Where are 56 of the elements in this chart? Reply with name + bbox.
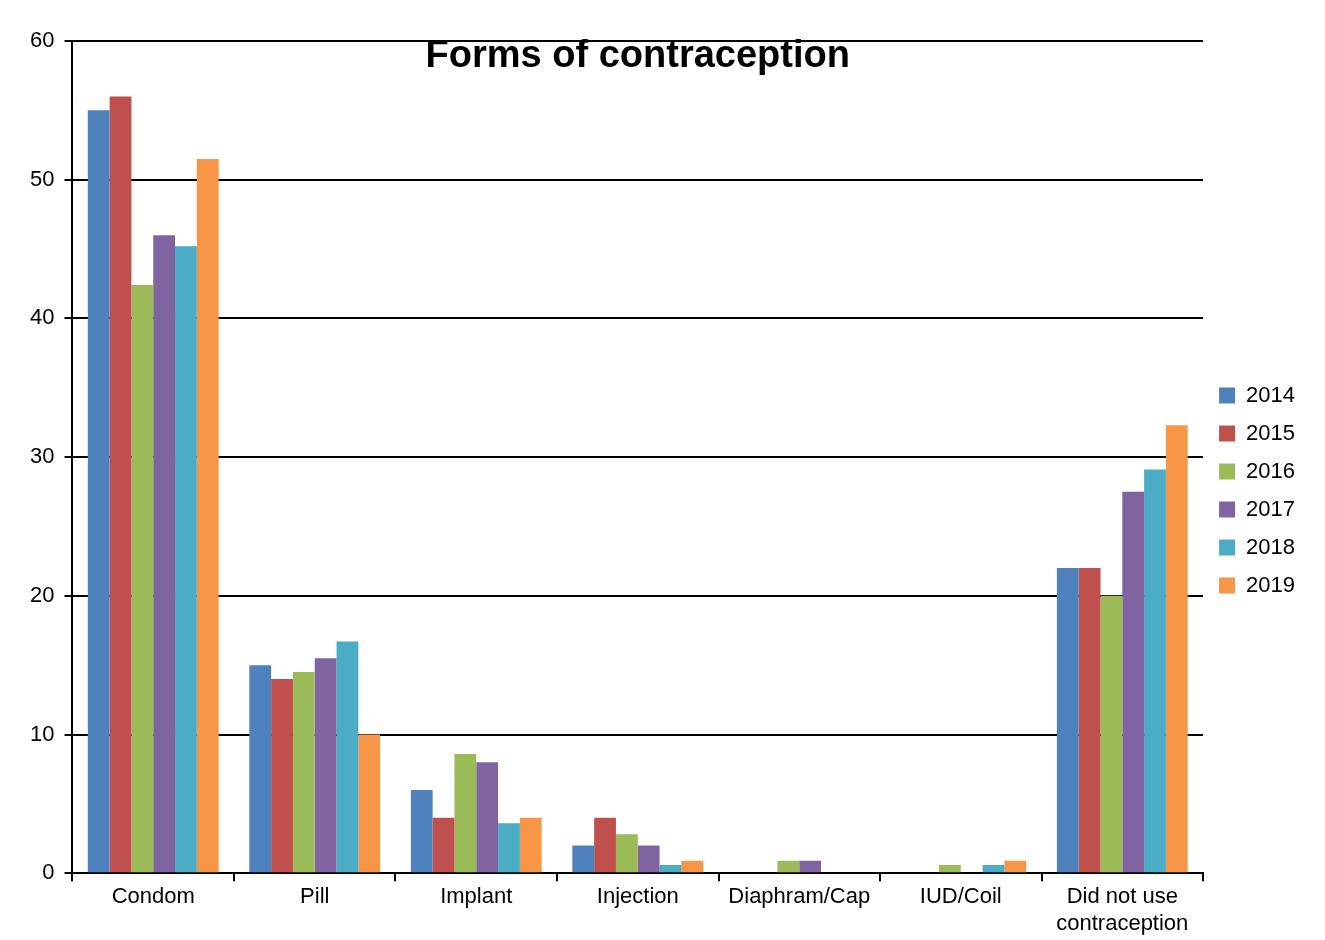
bar [594,817,616,873]
bar [1078,568,1101,873]
bar [1122,491,1145,873]
x-tick-label: Implant [440,883,513,909]
bar [1056,568,1079,873]
bar [659,864,682,873]
legend-label: 2018 [1246,533,1296,559]
bar [454,753,477,873]
bar [314,658,337,873]
y-tick-label: 20 [29,581,55,607]
y-tick-label: 50 [29,165,55,191]
bar [87,110,110,873]
bar [777,860,800,873]
bar [637,845,660,873]
bar [572,845,595,873]
bar [938,864,961,873]
bar [982,864,1005,873]
legend-label: 2014 [1246,381,1296,407]
bar [336,641,359,873]
bar [292,672,315,873]
bar [681,860,704,873]
bar [271,679,293,873]
bar [249,665,272,873]
x-tick-label: IUD/Coil [919,883,1002,909]
bar [175,246,197,873]
y-tick-label: 10 [29,720,55,746]
bar [432,817,455,873]
bar [358,734,381,873]
legend-label: 2016 [1246,457,1296,483]
bar [410,789,433,873]
bar [519,817,542,873]
bar [1004,860,1027,873]
x-tick-label: Condom [111,883,195,909]
bar [153,235,176,873]
x-tick-label: Injection [596,883,679,909]
bar [1165,425,1188,873]
bar [498,823,520,873]
bar [109,96,132,873]
y-tick-label: 40 [29,304,55,330]
bar [1144,469,1166,873]
bar [196,158,219,873]
legend-label: 2015 [1246,419,1296,445]
chart-title: Forms of contraception [425,33,850,76]
bar [799,860,822,873]
x-tick-label: Did not use contraception [1056,883,1189,935]
bar [1100,595,1123,873]
legend-label: 2019 [1246,571,1296,597]
y-tick-label: 60 [29,27,55,53]
bar [615,834,638,873]
x-tick-label: Diaphram/Cap [728,883,871,909]
legend-label: 2017 [1246,495,1296,521]
bar [476,762,499,873]
bar [131,285,154,873]
x-tick-label: Pill [300,883,330,909]
y-tick-label: 30 [29,443,55,469]
y-tick-label: 0 [42,859,55,885]
